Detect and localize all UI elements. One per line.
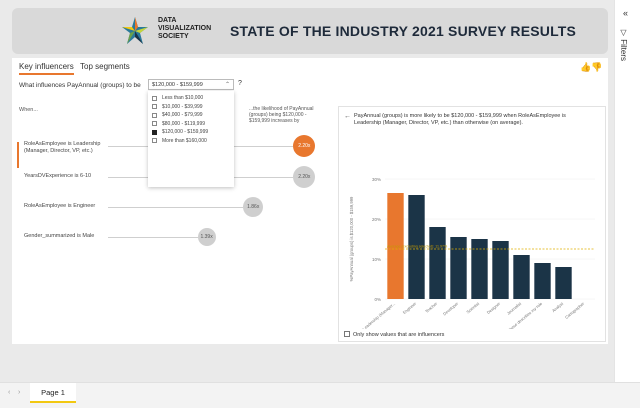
influencer-bar-chart: 0% 10% 20% 30% %PayAnnual (groups) is $120,0… [349,177,595,329]
chart-bar [492,241,509,299]
checkbox-box[interactable] [152,104,157,109]
influencer-description: PayAnnual (groups) is more likely to be … [354,113,566,126]
only-influencers-checkbox[interactable]: Only show values that are influencers [344,331,444,338]
influence-question: What influences PayAnnual (groups) to be [19,82,141,89]
influencer-connector [108,237,198,238]
question-suffix: ? [238,80,242,87]
checkbox-box[interactable] [152,121,157,126]
influencer-bubble[interactable]: 2.20x [293,166,316,188]
influencer-bubble[interactable]: 1.39x [197,228,216,246]
chevron-up-icon: ⌃ [224,82,230,88]
checkbox-box[interactable] [152,138,157,143]
dvs-logo-icon [122,17,148,44]
dropdown-option-label: $10,000 - $39,999 [162,103,203,110]
filters-pane: « ▽ Filters [614,0,640,382]
dropdown-option[interactable]: More than $160,000 [148,137,234,146]
page-navigator: ‹ › Page 1 [0,382,640,408]
dropdown-option-label: $40,000 - $79,999 [162,112,203,118]
checkbox-box[interactable] [152,112,157,118]
report-page: DATA VISUALIZATION SOCIETY STATE OF THE … [12,8,608,344]
x-tick-label: Analyst [551,300,565,313]
x-tick-label: Engineer [402,301,418,316]
influencer-label[interactable]: Gender_summarized is Male [24,233,95,239]
page-tab-1[interactable]: Page 1 [30,383,76,403]
x-tick-label: Scientist [465,300,480,314]
chart-bar [555,267,572,299]
x-tick-label: Cartographer [564,301,586,320]
dropdown-option[interactable]: $80,000 - $119,999 [148,120,234,129]
y-axis-label: %PayAnnual (groups) is $120,000 - $159,9… [349,196,354,281]
y-tick-label: 20% [372,217,381,222]
average-label: Average (excluding selected): 11.97% [387,245,448,249]
x-tick-label: Leadership (Manager... [361,301,396,329]
chart-bar [387,193,404,299]
chart-bar [450,237,467,299]
chart-bar [429,227,446,299]
influencer-label[interactable]: RoleAsEmployee is Leadership (Manager, D… [24,141,101,154]
x-tick-label: Developer [442,301,460,317]
only-influencers-label: Only show values that are influencers [353,332,445,338]
chart-bar [534,263,551,299]
dvs-logo-text: DATA VISUALIZATION SOCIETY [158,17,212,40]
dropdown-option[interactable]: Less than $10,000 [148,94,234,103]
back-arrow-icon[interactable]: ← [344,113,351,120]
checkbox-box[interactable] [152,129,157,135]
checkbox-box[interactable] [152,95,157,101]
dropdown-option[interactable]: $10,000 - $39,999 [148,103,234,112]
x-tick-label: Teacher [424,301,439,314]
checkbox-box[interactable] [344,331,350,337]
influencer-detail-panel: ← PayAnnual (groups) is more likely to b… [338,106,606,342]
dropdown-options-list: Less than $10,000 $10,000 - $39,999 $40,00… [148,91,234,187]
x-tick-label: Journalist [506,300,523,315]
filters-pane-label[interactable]: ▽ Filters [619,28,628,62]
y-tick-label: 30% [372,177,381,182]
key-influencers-visual: Key influencers Top segments 👍👎 What inf… [12,58,608,344]
x-tick-label: Designer [486,301,502,316]
feedback-icons[interactable]: 👍👎 [580,62,602,73]
influencer-connector [108,207,244,208]
y-tick-label: 10% [372,257,381,262]
influencer-bubble[interactable]: 2.20x [293,135,316,157]
dropdown-option-label: $120,000 - $159,999 [162,129,209,135]
y-tick-label: 0% [374,297,381,302]
tab-key-influencers[interactable]: Key influencers [19,62,74,75]
chevron-double-left-icon[interactable]: « [623,8,629,18]
chart-bar [513,255,530,299]
chevron-right-icon[interactable]: › [18,389,21,396]
chart-bar [471,239,488,299]
when-column-label: When... [19,107,38,113]
chevron-left-icon[interactable]: ‹ [8,389,11,396]
thumbs-down-icon[interactable]: 👎 [591,62,603,72]
tab-top-segments[interactable]: Top segments [80,62,130,71]
selected-influencer-marker [17,142,19,168]
page-title: STATE OF THE INDUSTRY 2021 SURVEY RESULT… [230,23,577,39]
report-header: DATA VISUALIZATION SOCIETY STATE OF THE … [12,8,608,54]
dropdown-option-label: More than $160,000 [162,137,207,144]
influencer-label[interactable]: YearsDVExperience is 6-10 [24,173,92,179]
dropdown-option[interactable]: $120,000 - $159,999 [148,128,234,137]
filter-funnel-icon: ▽ [619,28,628,37]
thumbs-up-icon[interactable]: 👍 [580,62,592,72]
dropdown-option[interactable]: $40,000 - $79,999 [148,111,234,120]
target-value-dropdown[interactable]: $120,000 - $159,999 ⌃ [148,79,234,90]
likelihood-column-label: ...the likelihood of PayAnnual (groups) … [249,106,314,124]
influencer-bubble[interactable]: 1.86x [243,197,264,217]
chart-bar [408,195,425,299]
dropdown-selected-value: $120,000 - $159,999 [152,82,203,88]
dropdown-option-label: Less than $10,000 [162,95,204,101]
influencer-label[interactable]: RoleAsEmployee is Engineer [24,203,96,209]
dropdown-option-label: $80,000 - $119,999 [162,120,206,127]
